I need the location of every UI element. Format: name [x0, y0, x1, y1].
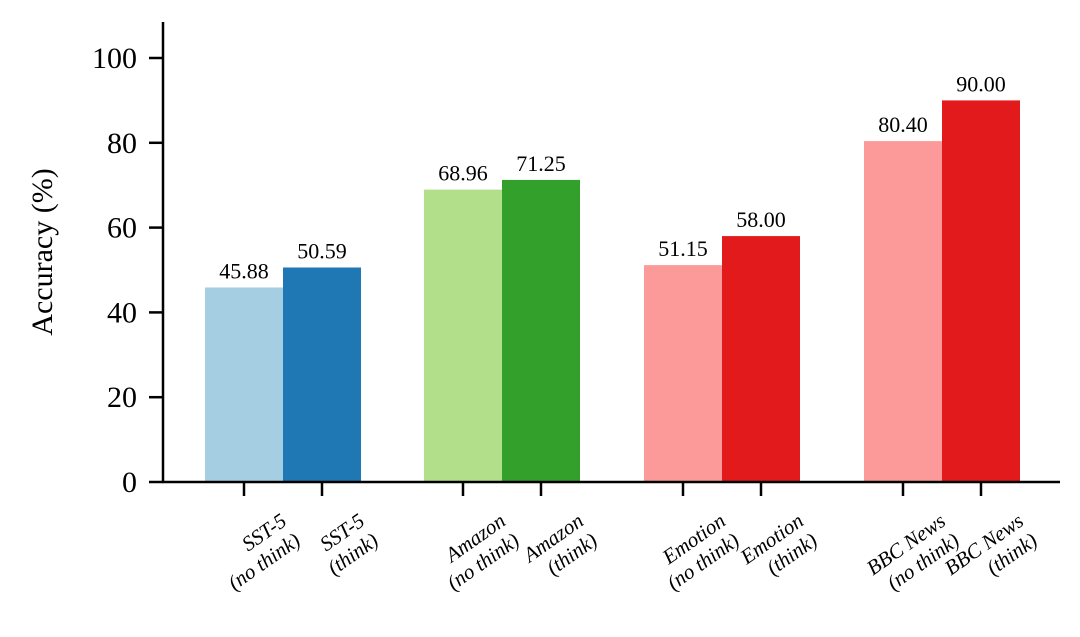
bar-1 [283, 267, 361, 482]
data-label-3: 71.25 [516, 151, 566, 176]
x-tick-label-1: SST-5(think) [309, 508, 382, 579]
bar-0 [205, 287, 283, 482]
bar-5 [722, 236, 800, 482]
data-label-5: 58.00 [736, 207, 786, 232]
bar-2 [424, 189, 502, 482]
y-tick-label-2: 40 [107, 296, 137, 329]
y-axis: 0 20 40 60 80 100 [92, 22, 165, 499]
x-tick-label-3: Amazon(think) [517, 508, 602, 587]
y-tick-label-1: 20 [107, 381, 137, 414]
y-tick-label-3: 60 [107, 212, 137, 245]
data-label-4: 51.15 [658, 236, 708, 261]
bar-6 [864, 141, 942, 482]
x-tick-label-5: Emotion(think) [735, 508, 822, 589]
x-tick-label-0: SST-5(no think) [210, 508, 305, 594]
data-labels-group: 45.88 50.59 68.96 71.25 51.15 58.00 80.40 90.00 [219, 71, 1006, 283]
x-axis: SST-5(no think) SST-5(think) Amazon(no thi… [162, 480, 1060, 599]
y-tick-label-5: 100 [92, 42, 137, 75]
y-tick-label-0: 0 [122, 466, 137, 499]
x-tick-label-2: Amazon(no think) [429, 508, 524, 594]
bars-group [205, 100, 1020, 483]
bar-7 [942, 100, 1020, 483]
bar-3 [502, 179, 580, 482]
data-label-6: 80.40 [878, 112, 928, 137]
data-label-2: 68.96 [438, 161, 488, 186]
x-tick-label-7: BBC News(think) [940, 508, 1042, 599]
data-label-0: 45.88 [219, 258, 269, 283]
y-axis-label: Accuracy (%) [26, 168, 59, 335]
data-label-1: 50.59 [297, 238, 347, 263]
data-label-7: 90.00 [956, 71, 1006, 96]
x-tick-label-4: Emotion(no think) [649, 508, 744, 594]
bar-4 [644, 265, 722, 482]
y-tick-label-4: 80 [107, 127, 137, 160]
